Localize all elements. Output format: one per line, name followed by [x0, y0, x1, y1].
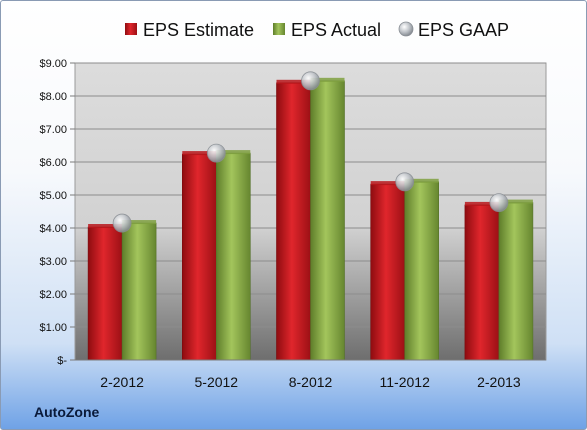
gaap-marker — [301, 71, 320, 91]
y-tick-label: $8.00 — [39, 91, 67, 103]
actual-bar-cap — [498, 199, 533, 204]
legend-label-actual: EPS Actual — [291, 20, 381, 40]
legend-swatch-estimate — [125, 23, 137, 35]
bars — [87, 77, 534, 361]
legend-label-gaap: EPS GAAP — [418, 20, 509, 40]
estimate-bar — [87, 226, 123, 361]
x-tick-label: 8-2012 — [289, 374, 333, 390]
y-axis: $- $1.00 $2.00 $3.00 $4.00 $5.00 $6.00 $7.00 $8.… — [39, 58, 75, 367]
estimate-bar — [276, 82, 311, 361]
x-tick-label: 5-2012 — [195, 374, 239, 390]
y-tick-label: $9.00 — [39, 58, 67, 70]
y-tick-label: $1.00 — [39, 322, 67, 334]
actual-bar — [216, 152, 251, 361]
estimate-bar — [182, 153, 217, 361]
x-axis: 2-2012 5-2012 8-2012 11-2012 2-2013 — [75, 359, 546, 390]
estimate-bar-cap — [276, 79, 311, 84]
legend-label-estimate: EPS Estimate — [143, 20, 254, 40]
actual-bar — [404, 181, 440, 361]
y-tick-label: $5.00 — [39, 190, 67, 202]
actual-bar — [121, 222, 157, 361]
gaap-markers — [112, 71, 509, 233]
actual-bar-cap — [122, 220, 157, 225]
estimate-bar — [464, 204, 500, 361]
x-tick-label: 11-2012 — [380, 374, 431, 390]
estimate-bar-cap — [88, 224, 123, 229]
company-label: AutoZone — [34, 404, 100, 420]
x-tick-label: 2-2012 — [100, 374, 144, 390]
x-tick-label: 2-2013 — [477, 374, 521, 390]
actual-bar-cap — [310, 77, 345, 82]
y-tick-label: $7.00 — [39, 124, 67, 136]
legend-swatch-actual — [273, 23, 285, 35]
legend: EPS Estimate EPS Actual EPS GAAP — [125, 20, 509, 40]
estimate-bar-cap — [370, 181, 405, 186]
y-tick-label: $4.00 — [39, 223, 67, 235]
y-tick-label: $6.00 — [39, 157, 67, 169]
estimate-bar — [370, 183, 406, 361]
y-tick-label: $3.00 — [39, 256, 67, 268]
y-tick-label: $- — [57, 355, 67, 367]
estimate-bar-cap — [182, 151, 217, 156]
legend-swatch-gaap — [398, 21, 414, 37]
gaap-marker — [395, 172, 415, 192]
gaap-marker — [206, 143, 226, 163]
gaap-marker — [112, 213, 132, 233]
actual-bar-cap — [404, 178, 439, 183]
actual-bar-cap — [216, 150, 251, 155]
actual-bar — [310, 80, 345, 361]
actual-bar — [498, 202, 534, 361]
y-tick-label: $2.00 — [39, 289, 67, 301]
estimate-bar-cap — [464, 201, 499, 206]
gaap-marker — [489, 193, 509, 212]
